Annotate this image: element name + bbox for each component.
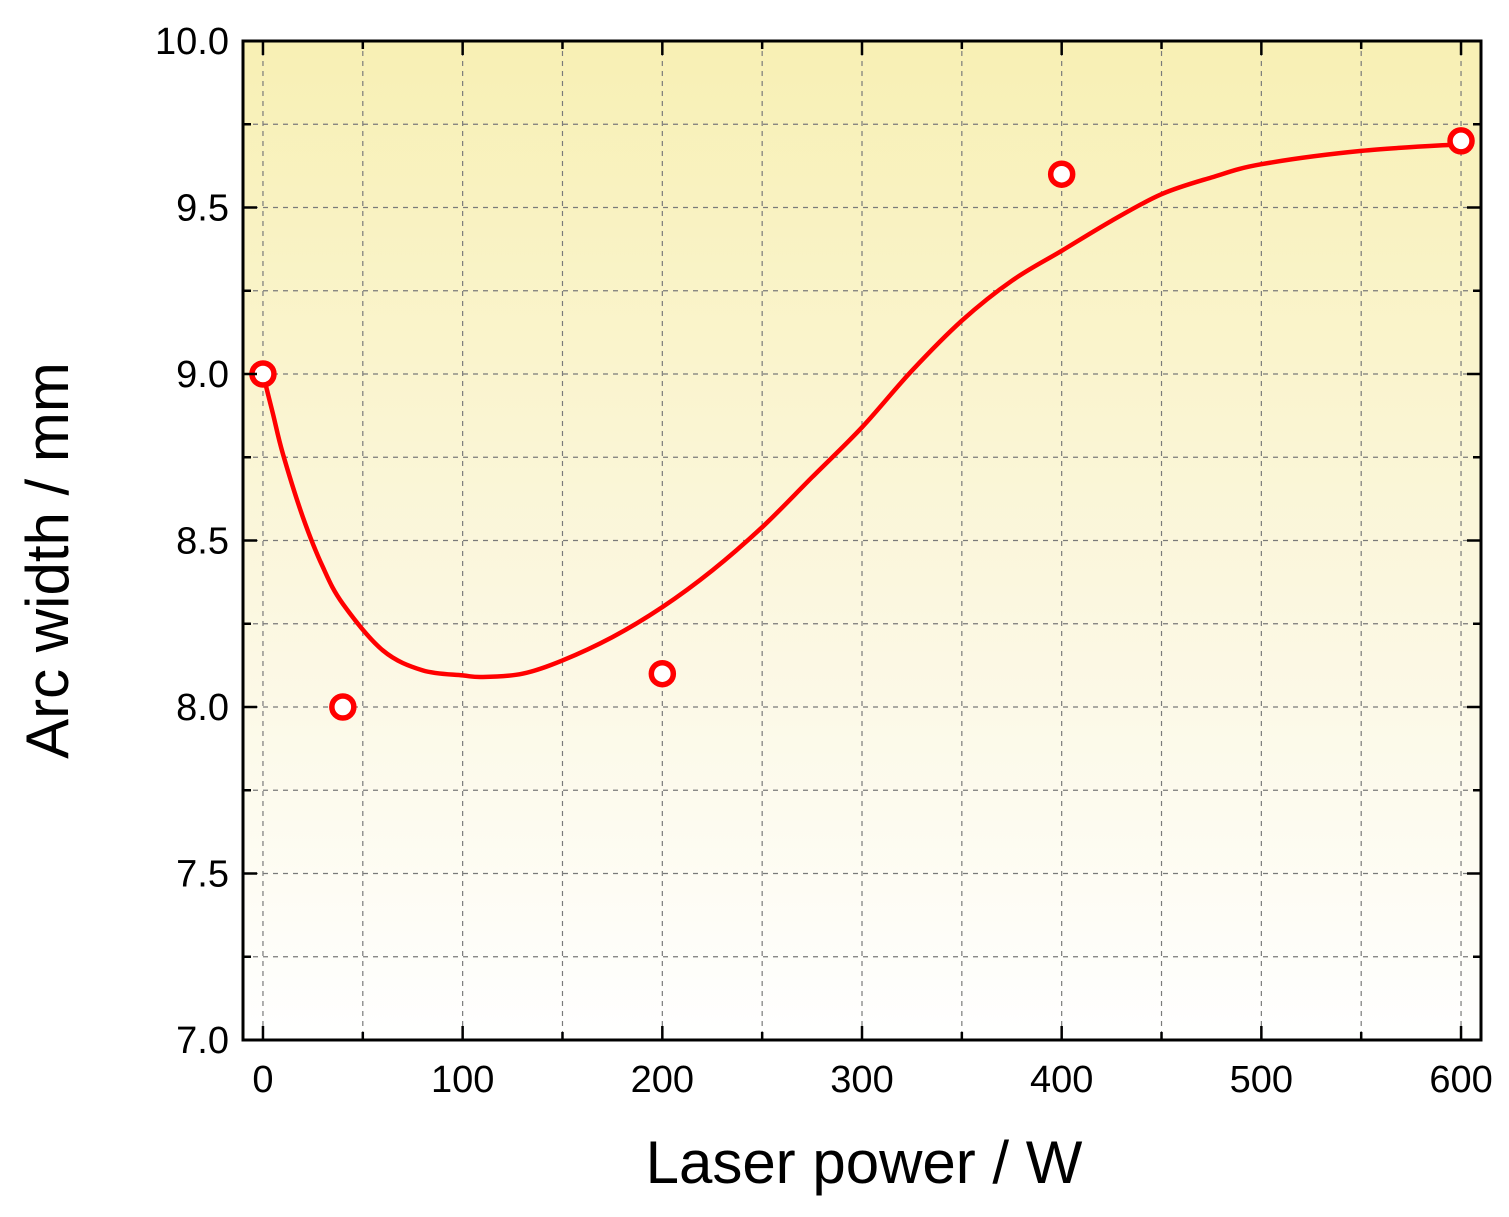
y-tick-label: 9.5 bbox=[176, 188, 229, 230]
tick-labels: 0 100 200 300 400 500 600 7.0 7.5 8.0 8.5 9.0 9.5 10.… bbox=[155, 21, 1493, 1101]
x-axis-title: Laser power / W bbox=[646, 1129, 1083, 1196]
x-tick-label: 500 bbox=[1230, 1059, 1293, 1101]
y-tick-label: 7.5 bbox=[176, 854, 229, 896]
y-tick-label: 7.0 bbox=[176, 1020, 229, 1062]
data-point bbox=[648, 659, 677, 688]
x-tick-label: 600 bbox=[1429, 1059, 1492, 1101]
x-tick-label: 200 bbox=[631, 1059, 694, 1101]
grid-lines bbox=[243, 41, 1481, 1040]
y-axis-title: Arc width / mm bbox=[14, 362, 81, 759]
x-tick-label: 0 bbox=[252, 1059, 273, 1101]
x-tick-label: 300 bbox=[830, 1059, 893, 1101]
y-tick-label: 9.0 bbox=[176, 354, 229, 396]
x-tick-label: 100 bbox=[431, 1059, 494, 1101]
data-point bbox=[1447, 127, 1475, 155]
y-tick-label: 8.5 bbox=[176, 521, 229, 563]
x-tick-label: 400 bbox=[1030, 1059, 1093, 1101]
axis-ticks bbox=[243, 39, 1481, 1042]
y-tick-label: 8.0 bbox=[176, 687, 229, 729]
data-point bbox=[329, 693, 357, 721]
data-point bbox=[1047, 160, 1076, 188]
fit-curve-layer bbox=[260, 141, 1464, 680]
fit-curve bbox=[260, 141, 1464, 680]
y-tick-label: 10.0 bbox=[155, 21, 229, 63]
